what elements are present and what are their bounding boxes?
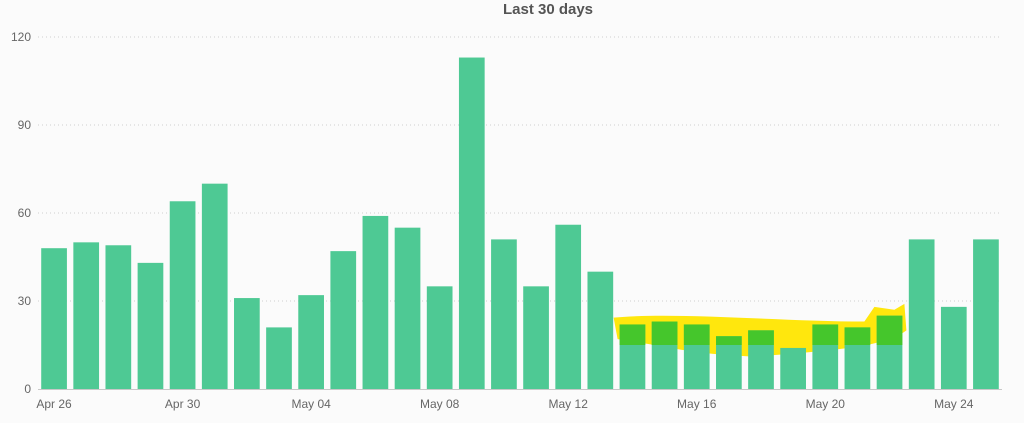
bar	[234, 298, 260, 389]
x-tick-label: May 08	[420, 397, 460, 411]
bar-highlight-overlay	[748, 330, 774, 345]
bar	[555, 224, 582, 389]
x-tick-label: May 04	[291, 397, 331, 411]
bar	[973, 239, 999, 389]
bars	[41, 57, 999, 390]
bar-highlight-overlay	[812, 324, 839, 345]
y-tick-label: 120	[11, 30, 31, 44]
bar-highlight-overlay	[683, 324, 710, 345]
x-axis-ticks: Apr 26 Apr 30 May 04 May 08 May 12 May 16 May …	[36, 397, 973, 411]
bar	[105, 245, 132, 389]
y-tick-label: 60	[18, 206, 32, 220]
bar	[940, 306, 967, 389]
x-tick-label: May 16	[677, 397, 717, 411]
bar	[394, 227, 421, 389]
bar	[362, 215, 389, 389]
bar	[73, 242, 100, 389]
bar	[587, 271, 614, 389]
chart-title: Last 30 days	[503, 1, 593, 18]
x-tick-label: Apr 30	[165, 397, 201, 411]
y-axis-ticks: 0 30 60 90 120	[11, 30, 31, 396]
bar-highlight-overlay	[619, 324, 646, 345]
gridlines	[38, 36, 1002, 302]
x-tick-label: May 20	[806, 397, 846, 411]
bar-highlight-overlay	[876, 315, 903, 345]
bar-highlight-overlay	[651, 321, 678, 345]
bar	[908, 239, 935, 389]
bar	[266, 327, 292, 389]
bar-highlight-overlay	[844, 327, 871, 345]
bar	[41, 248, 67, 389]
bar	[137, 262, 164, 389]
bar	[201, 183, 228, 389]
x-tick-label: Apr 26	[36, 397, 72, 411]
bar	[523, 286, 549, 389]
x-tick-label: May 24	[934, 397, 974, 411]
bar	[298, 295, 324, 389]
bar-highlight-overlay	[716, 336, 742, 345]
bar	[330, 251, 357, 389]
y-tick-label: 30	[18, 294, 32, 308]
highlight-inner-annotation	[619, 315, 903, 345]
x-tick-label: May 12	[549, 397, 589, 411]
bar	[780, 347, 806, 389]
bar	[458, 57, 485, 390]
y-tick-label: 0	[24, 382, 31, 396]
bar	[491, 239, 517, 389]
bar	[426, 286, 453, 389]
y-tick-label: 90	[18, 118, 32, 132]
bar	[169, 201, 196, 389]
